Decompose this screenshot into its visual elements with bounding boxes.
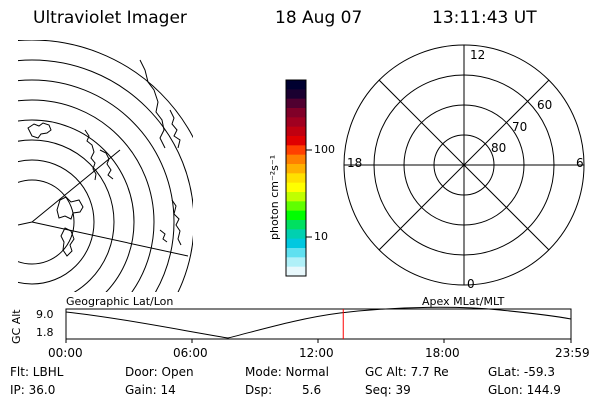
orbit-x-tick: 23:59 [555,346,590,360]
colorbar-frame [285,79,312,277]
colorbar-segment [286,173,306,184]
orbit-x-tick: 06:00 [173,346,208,360]
coastline [84,129,97,181]
colorbar-segment [286,108,306,118]
coastline [60,227,75,257]
polar-label-mlt-12: 12 [470,48,486,62]
colorbar-segment [286,238,306,249]
status-dsp-label: Dsp: [245,383,273,397]
orbit-x-tick: 00:00 [48,346,83,360]
colorbar-segment [286,192,306,202]
coastline [27,122,52,139]
polar-label-mlt-18: 18 [347,156,363,170]
map-lat-circle [18,179,75,265]
status-seq: Seq: 39 [365,383,411,397]
coastline [159,229,168,243]
orbit-x-tick: 18:00 [425,346,460,360]
map-lat-circle [18,159,95,285]
map-meridian [18,221,33,226]
coastline [56,196,84,220]
colorbar-segment [286,126,306,137]
status-gain: Gain: 14 [125,383,176,397]
date-label: 18 Aug 07 [275,8,363,28]
status-ip: IP: 36.0 [10,383,56,397]
geographic-label: Geographic Lat/Lon [66,295,174,308]
coastline [171,199,182,246]
polar-label-mlt-0: 0 [467,277,475,291]
colorbar-segment [286,89,306,100]
map-lat-circle [18,79,175,292]
status-dsp-value: 5.6 [302,383,322,397]
map-lat-circle [18,59,193,292]
status-mode: Mode: Normal [245,365,329,379]
colorbar-tick-10: 10 [314,230,328,243]
orbit-y-tick-low: 1.8 [36,326,54,339]
colorbar-segment [286,117,306,128]
map-lat-circle [18,119,135,292]
coastline [169,109,181,149]
coastline [139,59,166,149]
map-lat-circle [18,139,115,292]
orbit-ticks [65,339,572,343]
colorbar-segment [286,136,306,146]
polar-label-mlt-6: 6 [576,156,584,170]
orbit-y-tick-high: 9.0 [36,308,54,321]
status-glon: GLon: 144.9 [488,383,561,397]
status-gc-alt: GC Alt: 7.7 Re [365,365,449,379]
geographic-map [18,40,193,292]
polar-meridian [378,79,550,251]
polar-label-lat-70: 70 [512,120,528,134]
map-meridian [31,221,189,257]
colorbar-segment [286,154,306,165]
colorbar-unit-label: photon cm⁻²s⁻¹ [268,154,281,240]
orbit-x-tick: 12:00 [299,346,334,360]
status-flt: Flt: LBHL [10,365,64,379]
colorbar-segment [286,164,306,174]
colorbar-segment [286,182,306,193]
colorbar-segment [286,266,306,277]
colorbar-segment [286,229,306,240]
status-glat: GLat: -59.3 [488,365,555,379]
status-door: Door: Open [125,365,194,379]
orbit-plot [65,306,572,340]
colorbar-segment [286,201,306,212]
app-title: Ultraviolet Imager [33,8,187,28]
map-lat-circle [18,99,155,292]
polar-label-lat-80: 80 [491,141,507,155]
polar-label-lat-60: 60 [537,98,553,112]
colorbar-segment [286,248,306,258]
colorbar-segment [286,98,306,109]
colorbar [286,80,306,277]
coastline [99,149,114,180]
colorbar-segment [286,145,306,156]
colorbar-segment [286,220,306,230]
apex-label: Apex MLat/MLT [422,295,505,308]
time-label: 13:11:43 UT [432,8,537,28]
orbit-y-axis-label: GC Alt [10,309,23,344]
orbit-frame [65,308,572,340]
altitude-curve [65,306,572,339]
colorbar-tick-100: 100 [314,143,335,156]
colorbar-segment [286,80,306,90]
colorbar-segment [286,210,306,221]
map-meridian [31,149,121,223]
colorbar-segment [286,257,306,268]
polar-plot [343,44,585,286]
